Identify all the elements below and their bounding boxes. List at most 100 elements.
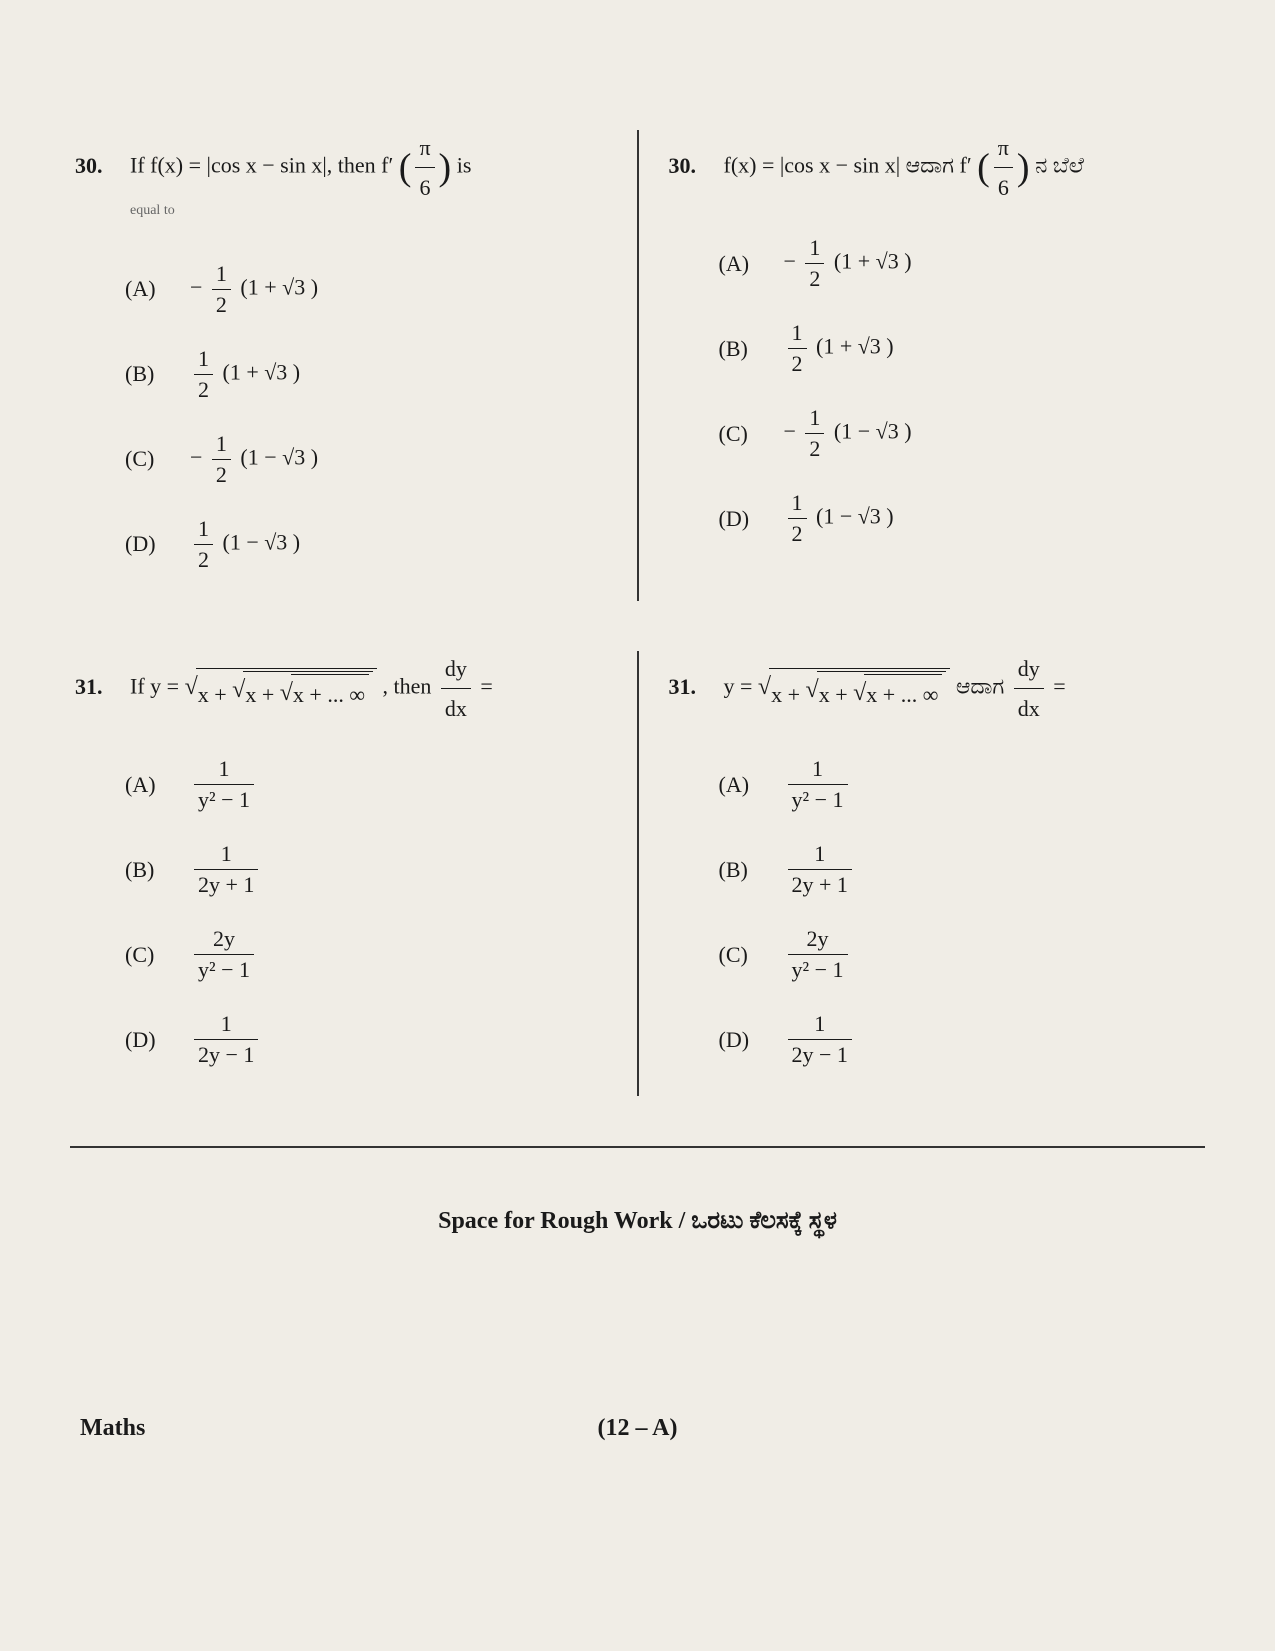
- fraction: 12: [788, 490, 807, 547]
- question-number: 31.: [669, 674, 709, 700]
- fraction: 1y² − 1: [788, 756, 848, 813]
- frac-num: 1: [805, 235, 824, 264]
- option-math: 12 (1 + √3 ): [784, 320, 894, 377]
- option-label: (A): [719, 772, 759, 798]
- prompt-post: =: [480, 674, 492, 699]
- option-label: (D): [125, 531, 165, 557]
- nested-sqrt: √x + √x + √x + ... ∞: [758, 668, 950, 712]
- frac-den: 2: [212, 460, 231, 488]
- option: (A) 1y² − 1: [125, 756, 607, 813]
- question-text: If f(x) = |cos x − sin x|, then f′ (π6) …: [130, 130, 471, 231]
- paren-close: ): [1017, 147, 1030, 189]
- question-number: 31.: [75, 674, 115, 700]
- fraction: 1y² − 1: [194, 756, 254, 813]
- option-math: 12y + 1: [784, 841, 856, 898]
- frac-den: 6: [994, 168, 1013, 205]
- fraction: π6: [994, 130, 1013, 205]
- option: (C)− 12 (1 − √3 ): [719, 405, 1201, 462]
- option-label: (C): [125, 942, 165, 968]
- option: (D)12y − 1: [719, 1011, 1201, 1068]
- frac-den: y² − 1: [194, 785, 254, 813]
- frac-den: 2y + 1: [194, 870, 258, 898]
- frac-den: 6: [415, 168, 434, 205]
- frac-den: y² − 1: [788, 955, 848, 983]
- rough-work-label: Space for Rough Work / ಒರಟು ಕೆಲಸಕ್ಕೆ ಸ್ಥ…: [60, 1188, 1215, 1235]
- paren-open: (: [977, 147, 990, 189]
- frac-num: 1: [194, 841, 258, 870]
- frac-num: dy: [441, 651, 471, 689]
- fraction: 12y + 1: [194, 841, 258, 898]
- option-math: 12 (1 − √3 ): [784, 490, 894, 547]
- subject-label: Maths: [80, 1415, 145, 1442]
- question-text: f(x) = |cos x − sin x| ಆದಾಗ f′ (π6) ನ ಬೆ…: [724, 130, 1084, 205]
- option-label: (A): [125, 772, 165, 798]
- option-label: (B): [125, 361, 165, 387]
- option: (B) 12y + 1: [719, 841, 1201, 898]
- option: (C)− 12 (1 − √3 ): [125, 431, 607, 488]
- frac-den: y² − 1: [788, 785, 848, 813]
- option-label: (D): [125, 1027, 165, 1053]
- option-label: (D): [719, 506, 759, 532]
- frac-den: 2: [194, 545, 213, 573]
- prompt-pre: f(x) = |cos x − sin x| ಆದಾಗ f′: [724, 153, 972, 178]
- option-math: 12y − 1: [190, 1011, 262, 1068]
- frac-num: 2y: [194, 926, 254, 955]
- fraction: 12: [805, 235, 824, 292]
- option-label: (B): [719, 857, 759, 883]
- question-30-kannada: 30. f(x) = |cos x − sin x| ಆದಾಗ f′ (π6) …: [639, 130, 1216, 601]
- frac-den: 2: [788, 519, 807, 547]
- option-label: (B): [125, 857, 165, 883]
- option: (A)− 12 (1 + √3 ): [719, 235, 1201, 292]
- option: (B) 12y + 1: [125, 841, 607, 898]
- frac-den: 2y + 1: [788, 870, 852, 898]
- frac-num: 1: [788, 320, 807, 349]
- option-label: (A): [719, 251, 759, 277]
- question-header: 31. y = √x + √x + √x + ... ∞ ಆದಾಗ dydx =: [669, 651, 1201, 726]
- frac-den: 2: [194, 375, 213, 403]
- prompt-mid: ಆದಾಗ: [956, 674, 1010, 699]
- frac-num: 1: [212, 261, 231, 290]
- question-header: 30. f(x) = |cos x − sin x| ಆದಾಗ f′ (π6) …: [669, 130, 1201, 205]
- frac-den: 2: [805, 264, 824, 292]
- option-label: (D): [719, 1027, 759, 1053]
- question-header: 31. If y = √x + √x + √x + ... ∞ , then d…: [75, 651, 607, 726]
- frac-num: 1: [194, 516, 213, 545]
- option: (A) 1y² − 1: [719, 756, 1201, 813]
- page-number: (12 – A): [598, 1415, 678, 1442]
- frac-num: 1: [194, 346, 213, 375]
- option-math: − 12 (1 − √3 ): [190, 431, 318, 488]
- question-31-english: 31. If y = √x + √x + √x + ... ∞ , then d…: [60, 651, 639, 1096]
- frac-num: dy: [1014, 651, 1044, 689]
- exam-page: 30. If f(x) = |cos x − sin x|, then f′ (…: [0, 0, 1275, 1651]
- option-math: 12 (1 + √3 ): [190, 346, 300, 403]
- fraction: 12y − 1: [194, 1011, 258, 1068]
- prompt-pre: If y =: [130, 674, 185, 699]
- frac-den: 2: [212, 290, 231, 318]
- paren-close: ): [439, 147, 452, 189]
- option: (D) 12 (1 − √3 ): [125, 516, 607, 573]
- question-text: If y = √x + √x + √x + ... ∞ , then dydx …: [130, 651, 493, 726]
- fraction: 12: [194, 346, 213, 403]
- question-text: y = √x + √x + √x + ... ∞ ಆದಾಗ dydx =: [724, 651, 1066, 726]
- question-31-kannada: 31. y = √x + √x + √x + ... ∞ ಆದಾಗ dydx =…: [639, 651, 1216, 1096]
- question-31: 31. If y = √x + √x + √x + ... ∞ , then d…: [60, 651, 1215, 1096]
- option-label: (B): [719, 336, 759, 362]
- prompt-post: is: [457, 153, 472, 178]
- option-math: 2yy² − 1: [784, 926, 852, 983]
- option-math: − 12 (1 + √3 ): [190, 261, 318, 318]
- option: (C)2yy² − 1: [719, 926, 1201, 983]
- frac-den: 2: [788, 349, 807, 377]
- option-math: 2yy² − 1: [190, 926, 258, 983]
- frac-den: dx: [1014, 689, 1044, 726]
- frac-den: y² − 1: [194, 955, 254, 983]
- option: (A)− 12 (1 + √3 ): [125, 261, 607, 318]
- frac-num: 1: [788, 841, 852, 870]
- fraction: 12: [805, 405, 824, 462]
- fraction: 12: [212, 431, 231, 488]
- question-header: 30. If f(x) = |cos x − sin x|, then f′ (…: [75, 130, 607, 231]
- prompt-pre: If f(x) = |cos x − sin x|, then f′: [130, 153, 393, 178]
- option-math: 1y² − 1: [784, 756, 852, 813]
- frac-den: 2y − 1: [788, 1040, 852, 1068]
- divider: [70, 1146, 1205, 1148]
- fraction: 12: [212, 261, 231, 318]
